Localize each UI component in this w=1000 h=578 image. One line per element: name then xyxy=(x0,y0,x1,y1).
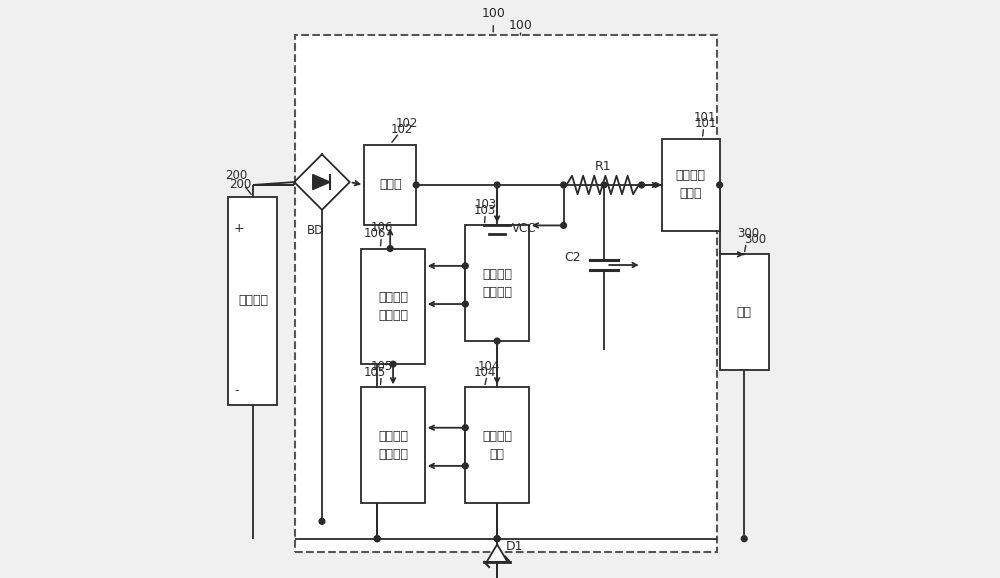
Circle shape xyxy=(319,518,325,524)
Text: BD: BD xyxy=(306,224,324,237)
Polygon shape xyxy=(313,175,330,190)
Circle shape xyxy=(387,246,393,251)
Text: 103: 103 xyxy=(474,204,496,217)
Text: 200: 200 xyxy=(225,169,251,194)
Text: 200: 200 xyxy=(229,178,252,191)
Text: 101: 101 xyxy=(694,117,717,130)
Circle shape xyxy=(462,263,468,269)
Circle shape xyxy=(462,463,468,469)
Text: VCC: VCC xyxy=(512,222,536,235)
Text: +: + xyxy=(234,222,245,235)
Text: 105: 105 xyxy=(371,360,393,384)
Bar xyxy=(361,387,425,503)
Text: 106: 106 xyxy=(364,227,387,240)
Circle shape xyxy=(717,182,723,188)
Circle shape xyxy=(601,182,607,188)
Bar xyxy=(361,249,425,364)
Text: 102: 102 xyxy=(391,123,413,136)
Circle shape xyxy=(374,536,380,542)
Text: 100: 100 xyxy=(508,19,532,32)
Text: 过零比较
开启模块: 过零比较 开启模块 xyxy=(482,268,512,299)
Text: 105: 105 xyxy=(364,366,386,379)
Text: C2: C2 xyxy=(564,251,581,265)
Circle shape xyxy=(494,536,500,542)
Bar xyxy=(364,144,416,225)
Circle shape xyxy=(413,182,419,188)
Text: 101: 101 xyxy=(694,112,716,136)
Text: 103: 103 xyxy=(475,198,497,223)
Text: 交流电源: 交流电源 xyxy=(238,294,268,307)
Bar xyxy=(465,225,529,341)
Text: 导通时间
控制模块: 导通时间 控制模块 xyxy=(378,429,408,461)
Text: 输出级滤
波模块: 输出级滤 波模块 xyxy=(676,169,706,201)
Text: -: - xyxy=(234,384,239,397)
Text: R1: R1 xyxy=(594,161,611,173)
Text: D1: D1 xyxy=(506,540,523,553)
Polygon shape xyxy=(487,544,508,562)
Text: 300: 300 xyxy=(737,227,759,251)
Bar xyxy=(295,35,717,552)
Text: 106: 106 xyxy=(371,221,393,246)
Circle shape xyxy=(494,536,500,542)
Circle shape xyxy=(561,223,566,228)
Text: 负载: 负载 xyxy=(737,306,752,318)
Text: 102: 102 xyxy=(392,117,418,142)
Text: 误差放大
模块: 误差放大 模块 xyxy=(482,429,512,461)
Circle shape xyxy=(462,425,468,431)
Bar xyxy=(465,387,529,503)
Circle shape xyxy=(462,301,468,307)
Circle shape xyxy=(561,182,566,188)
Text: 104: 104 xyxy=(474,366,496,379)
Circle shape xyxy=(390,361,396,367)
Text: 100: 100 xyxy=(482,8,505,32)
Bar xyxy=(720,254,769,370)
Text: 脉冲信号
生成模块: 脉冲信号 生成模块 xyxy=(378,291,408,322)
Circle shape xyxy=(494,338,500,344)
Text: 300: 300 xyxy=(744,233,766,246)
Bar xyxy=(228,197,277,405)
Circle shape xyxy=(494,182,500,188)
Circle shape xyxy=(639,182,644,188)
Bar xyxy=(662,139,720,231)
Text: 104: 104 xyxy=(478,360,500,384)
Text: 开关管: 开关管 xyxy=(379,179,401,191)
Circle shape xyxy=(741,536,747,542)
Circle shape xyxy=(374,536,380,542)
